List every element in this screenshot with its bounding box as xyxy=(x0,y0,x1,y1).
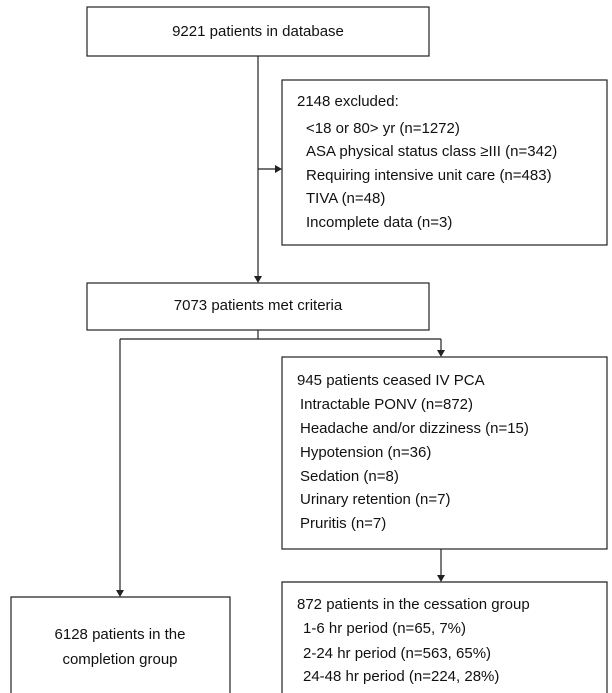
node-item: Pruritis (n=7) xyxy=(300,515,386,532)
node-item: Hypotension (n=36) xyxy=(300,444,431,461)
box xyxy=(281,356,608,550)
node-item: <18 or 80> yr (n=1272) xyxy=(306,120,460,137)
node-item: TIVA (n=48) xyxy=(306,190,385,207)
arrowhead xyxy=(116,590,124,597)
node-item: Sedation (n=8) xyxy=(300,468,399,485)
node-title: 872 patients in the cessation group xyxy=(297,596,530,613)
node-label: 9221 patients in database xyxy=(172,23,344,40)
node-item: 2-24 hr period (n=563, 65%) xyxy=(303,645,491,662)
node-item: ASA physical status class ≥III (n=342) xyxy=(306,143,557,160)
box xyxy=(281,79,608,246)
node-item: 1-6 hr period (n=65, 7%) xyxy=(303,620,466,637)
box xyxy=(86,282,430,331)
node-title: 945 patients ceased IV PCA xyxy=(297,372,485,389)
node-title: 2148 excluded: xyxy=(297,93,399,110)
arrowhead xyxy=(437,575,445,582)
node-item: Urinary retention (n=7) xyxy=(300,491,450,508)
node-line: 6128 patients in the xyxy=(55,626,186,643)
connector xyxy=(119,330,442,591)
box xyxy=(10,596,231,693)
arrowhead xyxy=(254,276,262,283)
node-item: Incomplete data (n=3) xyxy=(306,214,452,231)
node-item: Intractable PONV (n=872) xyxy=(300,396,473,413)
arrowhead xyxy=(437,350,445,357)
box xyxy=(86,6,430,57)
arrowhead xyxy=(275,165,282,173)
box xyxy=(281,581,608,693)
node-item: 24-48 hr period (n=224, 28%) xyxy=(303,668,499,685)
node-item: Requiring intensive unit care (n=483) xyxy=(306,167,552,184)
node-item: Headache and/or dizziness (n=15) xyxy=(300,420,529,437)
node-label: 7073 patients met criteria xyxy=(174,297,343,314)
node-line: completion group xyxy=(62,651,177,668)
